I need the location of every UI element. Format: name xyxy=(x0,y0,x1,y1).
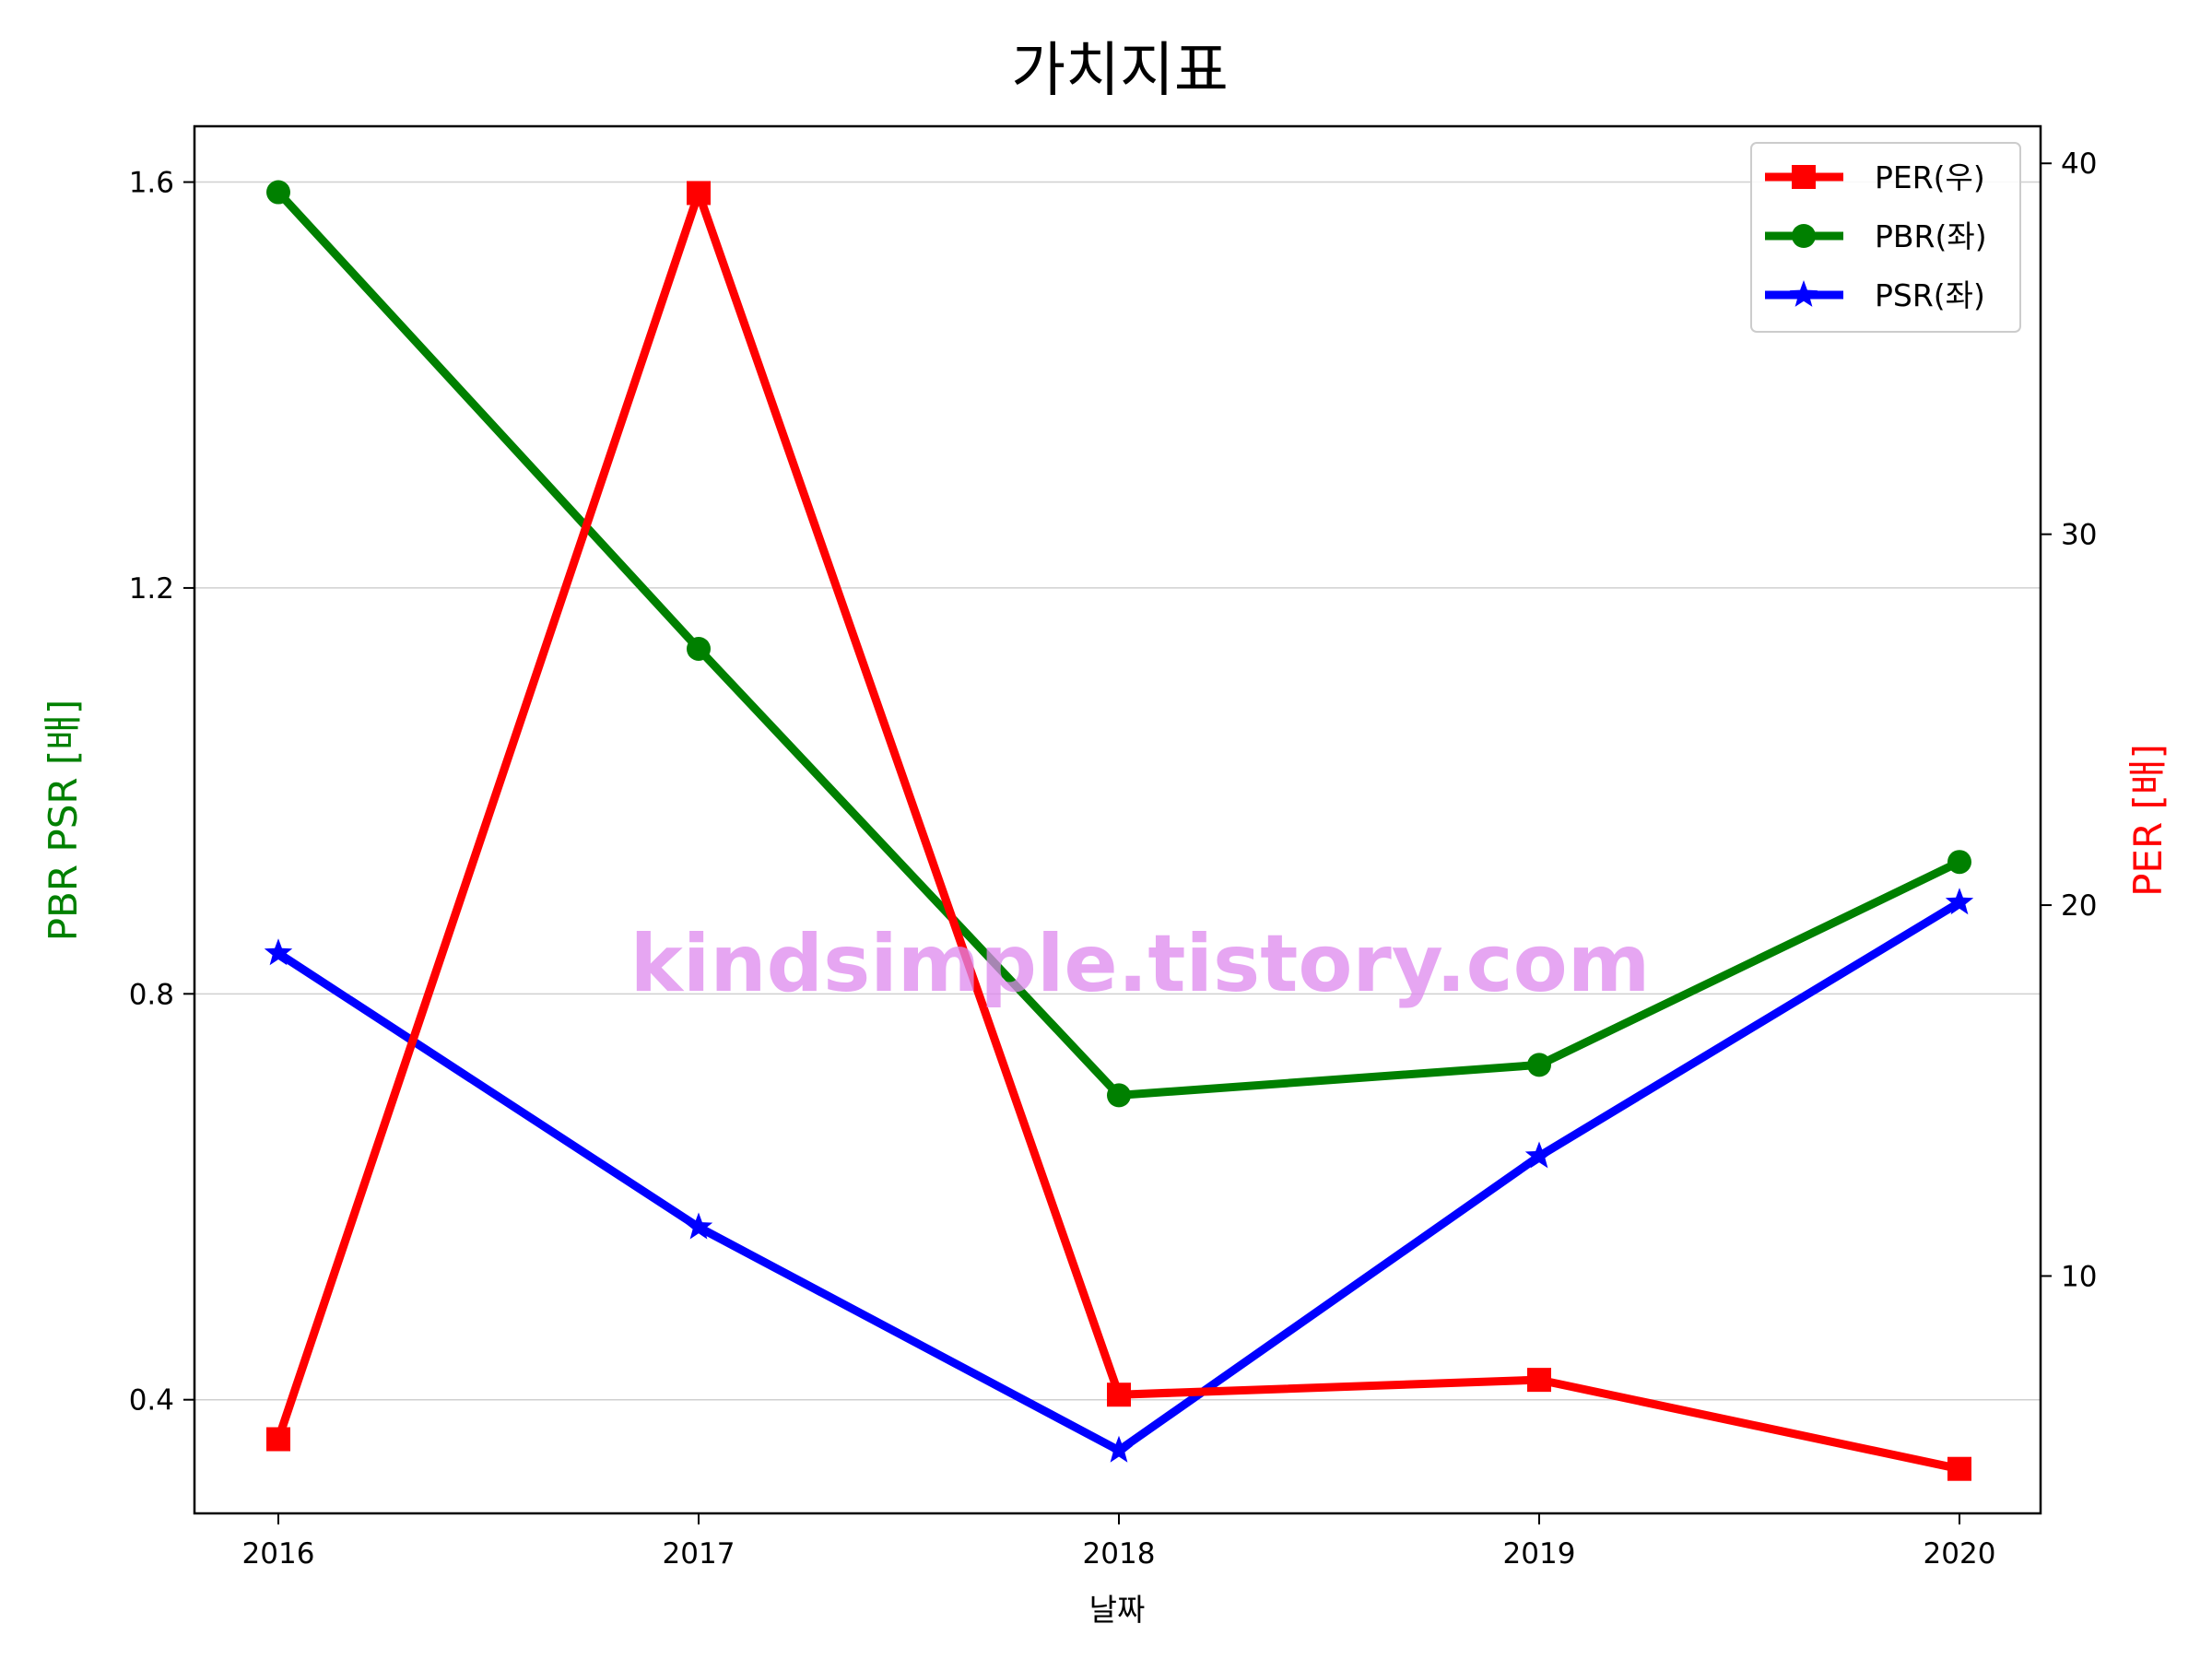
data-point xyxy=(684,1212,713,1240)
left-y-tick-label: 0.4 xyxy=(129,1384,174,1418)
x-tick-label: 2020 xyxy=(1924,1537,1996,1571)
legend-swatch-marker xyxy=(1792,224,1816,248)
right-y-tick-label: 10 xyxy=(2061,1260,2097,1293)
legend-label: PBR(좌) xyxy=(1875,218,1987,254)
legend-swatch-marker xyxy=(1792,165,1816,189)
data-point xyxy=(1527,1368,1551,1393)
right-y-axis-label: PER [배] xyxy=(2125,744,2171,897)
left-y-axis-label: PBR PSR [배] xyxy=(41,700,86,942)
right-y-tick-label: 30 xyxy=(2061,519,2097,552)
left-y-tick-label: 1.6 xyxy=(129,167,174,200)
x-tick-label: 2016 xyxy=(242,1537,315,1571)
watermark: kindsimple.tistory.com xyxy=(630,918,1651,1010)
x-tick-label: 2018 xyxy=(1083,1537,1156,1571)
data-point xyxy=(1107,1083,1131,1108)
legend-frame xyxy=(1750,142,2021,333)
data-point xyxy=(266,1427,290,1452)
plot-frame xyxy=(193,124,2042,1515)
gridlines xyxy=(194,181,2041,1401)
right-y-axis-ticks: 10 20 30 40 xyxy=(2041,147,2097,1293)
legend-swatch-marker xyxy=(1789,280,1818,307)
data-point xyxy=(1107,1382,1131,1407)
legend-label: PER(우) xyxy=(1875,159,1985,195)
left-y-axis-ticks: 0.4 0.8 1.2 1.6 xyxy=(129,167,194,1418)
data-point xyxy=(687,636,711,661)
legend-label: PSR(좌) xyxy=(1875,277,1985,313)
data-point xyxy=(266,180,290,205)
data-point xyxy=(1104,1435,1134,1463)
right-y-tick-label: 20 xyxy=(2061,889,2097,923)
data-point xyxy=(687,181,711,206)
data-point xyxy=(1945,888,1974,915)
data-point xyxy=(1947,850,1971,875)
left-y-tick-label: 0.8 xyxy=(129,978,174,1011)
legend: PER(우) PBR(좌) PSR(좌) xyxy=(1750,142,2021,333)
data-point xyxy=(264,938,293,966)
x-axis-label: 날짜 xyxy=(1089,1592,1146,1628)
series-markers xyxy=(264,180,1974,1481)
x-tick-label: 2017 xyxy=(663,1537,735,1571)
data-point xyxy=(1527,1053,1551,1077)
data-point xyxy=(1947,1456,1971,1481)
chart-title: 가치지표 xyxy=(1011,37,1229,105)
x-tick-label: 2019 xyxy=(1503,1537,1576,1571)
left-y-tick-label: 1.2 xyxy=(129,572,174,606)
data-point xyxy=(1524,1141,1554,1169)
right-y-tick-label: 40 xyxy=(2061,147,2097,181)
x-axis-ticks: 2016 2017 2018 2019 2020 xyxy=(242,1513,1996,1571)
